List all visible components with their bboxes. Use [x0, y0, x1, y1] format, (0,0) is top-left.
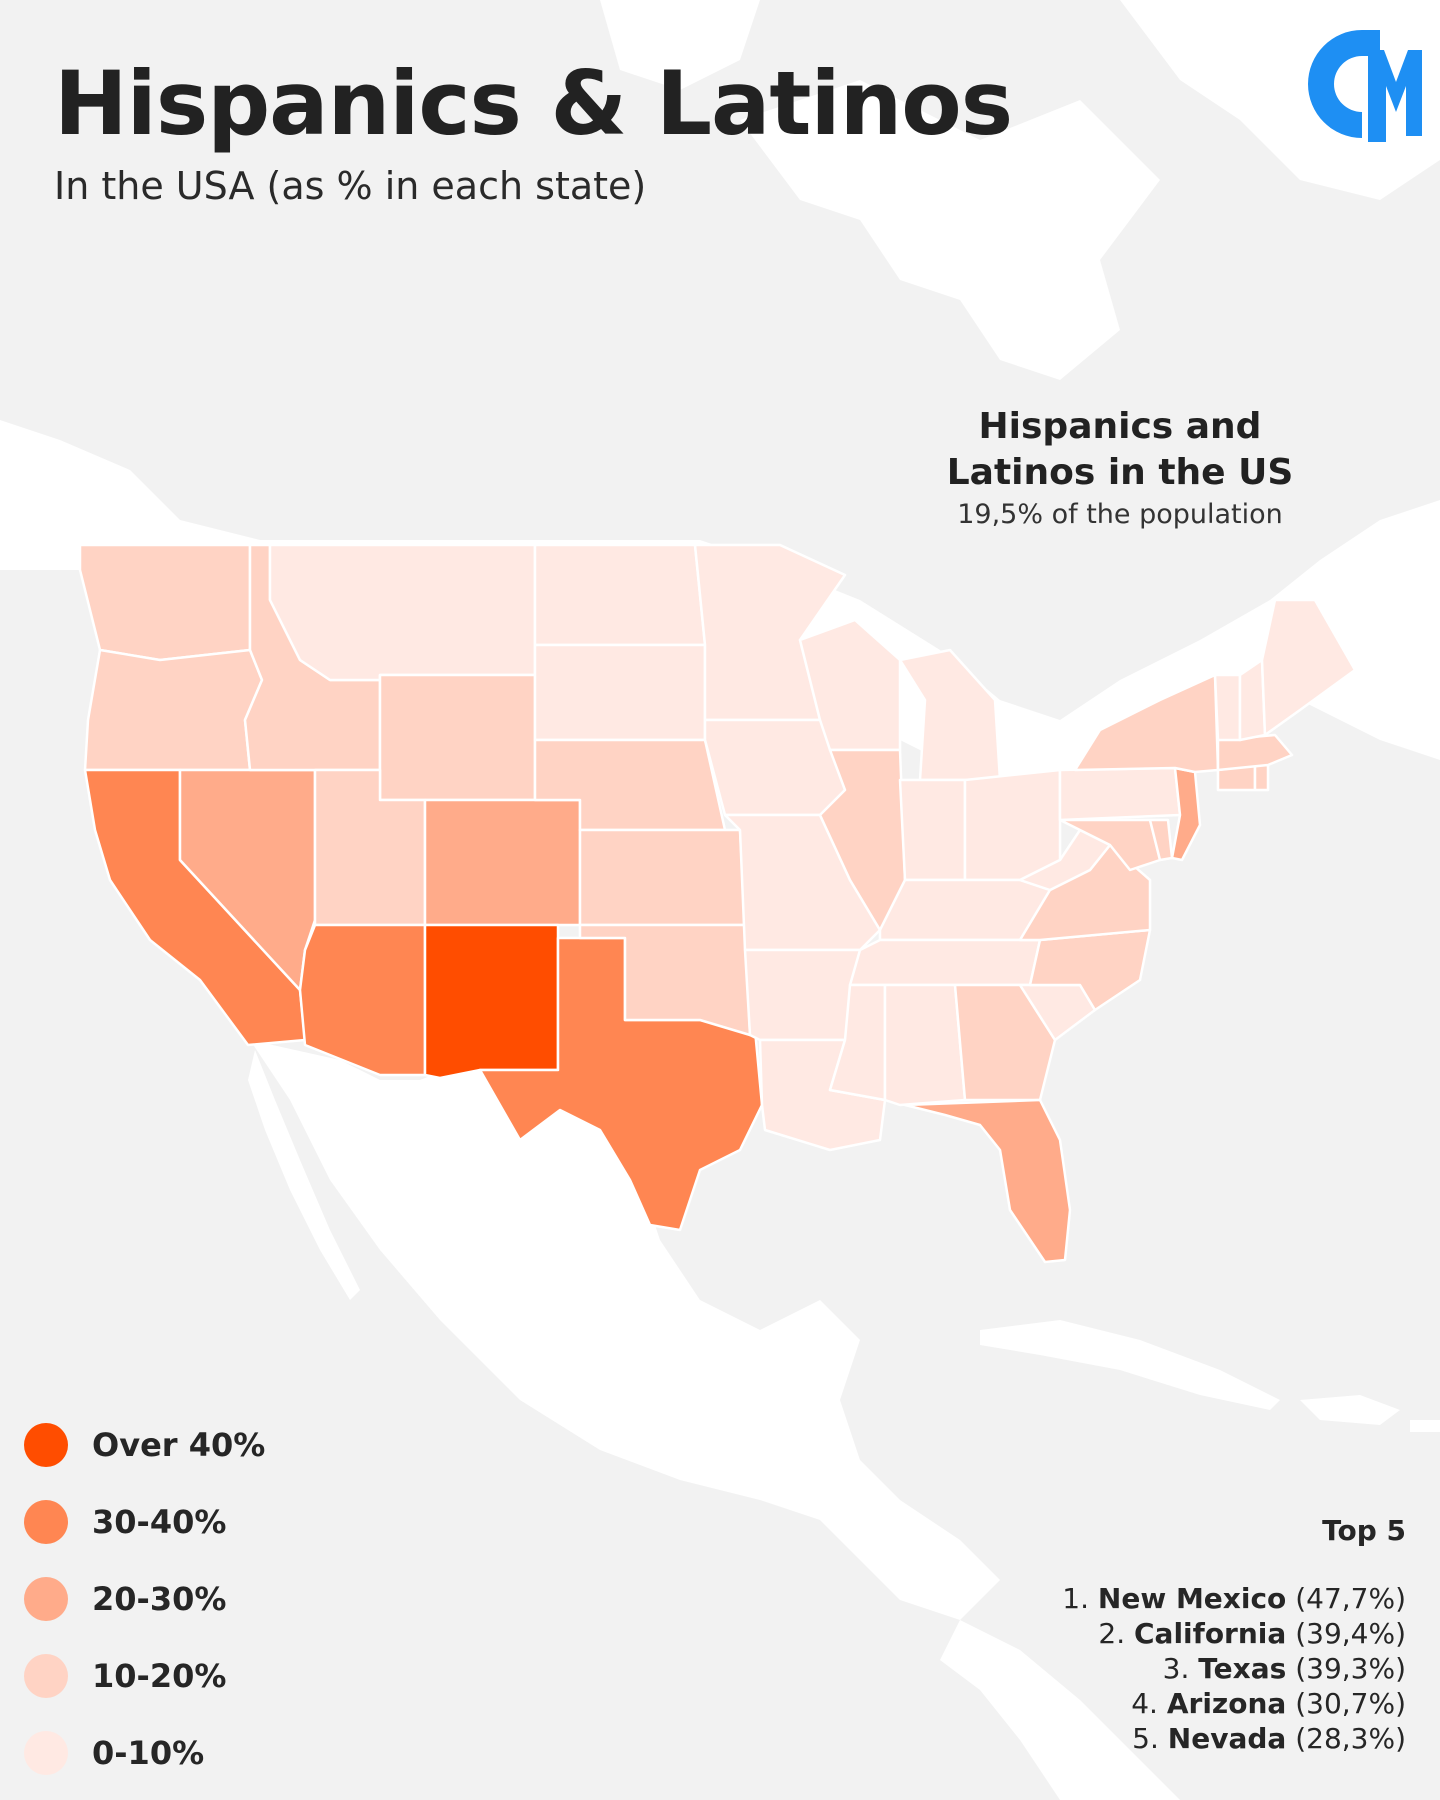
logo-g-shape	[1308, 30, 1380, 138]
state-maine[interactable]	[1260, 598, 1357, 737]
state-georgia[interactable]	[953, 983, 1057, 1102]
state-colorado[interactable]	[423, 798, 582, 927]
legend-label: 30-40%	[92, 1502, 227, 1541]
arctic-island-land	[600, 0, 760, 90]
logo-m-shape	[1368, 50, 1422, 142]
legend-item-over-40: Over 40%	[24, 1406, 265, 1483]
page-subtitle: In the USA (as % in each state)	[54, 164, 647, 208]
mexico-land	[250, 1040, 1000, 1620]
cuba-land	[980, 1320, 1280, 1410]
puerto-rico-land	[1410, 1420, 1440, 1432]
top5-row: 2. California (39,4%)	[1062, 1616, 1406, 1651]
top5-rank: 2.	[1098, 1617, 1126, 1650]
state-mississippi[interactable]	[828, 983, 887, 1102]
top5-state-name: New Mexico	[1097, 1582, 1287, 1615]
state-illinois[interactable]	[818, 748, 907, 932]
top5-row: 5. Nevada (28,3%)	[1062, 1721, 1406, 1756]
state-wyoming[interactable]	[378, 673, 537, 802]
state-south-dakota[interactable]	[533, 643, 707, 742]
top5-state-name: Nevada	[1167, 1722, 1287, 1755]
top5-state-name: Texas	[1198, 1652, 1287, 1685]
top5-rank: 1.	[1062, 1582, 1089, 1615]
top5-value: (28,3%)	[1295, 1722, 1406, 1755]
state-oregon[interactable]	[83, 648, 264, 772]
state-new-mexico[interactable]	[423, 923, 560, 1080]
legend-item-20-30: 20-30%	[24, 1560, 265, 1637]
baja-california-land	[248, 1050, 360, 1300]
legend-swatch	[24, 1576, 68, 1621]
state-tennessee[interactable]	[848, 938, 1042, 987]
legend-label: 10-20%	[92, 1656, 227, 1695]
legend-swatch	[24, 1730, 68, 1775]
map-legend: Over 40% 30-40% 20-30% 10-20% 0-10%	[24, 1406, 265, 1791]
callout-title-line1: Hispanics and	[978, 406, 1262, 447]
state-arizona[interactable]	[298, 923, 427, 1077]
hudson-bay-land	[740, 80, 1160, 380]
top5-value: (47,7%)	[1295, 1582, 1406, 1615]
top5-rank: 3.	[1162, 1652, 1190, 1685]
top5-title: Top 5	[1322, 1514, 1406, 1547]
state-montana[interactable]	[268, 543, 537, 682]
legend-label: 0-10%	[92, 1733, 205, 1772]
top5-rank: 5.	[1132, 1722, 1159, 1755]
state-north-dakota[interactable]	[533, 543, 707, 647]
state-pennsylvania[interactable]	[1058, 766, 1182, 822]
top5-row: 3. Texas (39,3%)	[1062, 1651, 1406, 1686]
state-indiana[interactable]	[898, 778, 967, 882]
state-alabama[interactable]	[883, 983, 967, 1107]
state-florida[interactable]	[903, 1098, 1072, 1264]
state-ohio[interactable]	[963, 768, 1062, 882]
hispaniola-land	[1300, 1395, 1400, 1425]
legend-swatch	[24, 1653, 68, 1698]
top5-row: 1. New Mexico (47,7%)	[1062, 1581, 1406, 1616]
top5-state-name: Arizona	[1166, 1687, 1287, 1720]
page-title: Hispanics & Latinos	[54, 52, 1013, 155]
state-vermont[interactable]	[1213, 673, 1242, 742]
state-washington[interactable]	[78, 543, 252, 662]
gm-logo-icon	[1308, 30, 1422, 142]
central-america-land	[940, 1620, 1180, 1800]
vancouver-island-land	[0, 430, 70, 540]
callout-title-line2: Latinos in the US	[946, 452, 1294, 493]
top5-row: 4. Arizona (30,7%)	[1062, 1686, 1406, 1721]
national-callout: Hispanics and Latinos in the US 19,5% of…	[920, 404, 1320, 534]
top5-rank: 4.	[1131, 1687, 1158, 1720]
states-layer	[78, 543, 1357, 1264]
legend-label: Over 40%	[92, 1425, 266, 1464]
state-rhode-island[interactable]	[1253, 763, 1270, 792]
top5-panel: Top 5 1. New Mexico (47,7%) 2. Californi…	[1062, 1514, 1406, 1756]
top5-value: (39,4%)	[1295, 1617, 1406, 1650]
state-kansas[interactable]	[578, 828, 747, 927]
legend-swatch	[24, 1499, 68, 1544]
top5-state-name: California	[1134, 1617, 1287, 1650]
legend-item-0-10: 0-10%	[24, 1714, 265, 1791]
legend-item-30-40: 30-40%	[24, 1483, 265, 1560]
state-arkansas[interactable]	[743, 948, 862, 1042]
callout-subtitle: 19,5% of the population	[957, 499, 1283, 530]
legend-label: 20-30%	[92, 1579, 227, 1618]
legend-swatch	[24, 1422, 68, 1467]
legend-item-10-20: 10-20%	[24, 1637, 265, 1714]
top5-value: (30,7%)	[1295, 1687, 1406, 1720]
top5-value: (39,3%)	[1295, 1652, 1406, 1685]
